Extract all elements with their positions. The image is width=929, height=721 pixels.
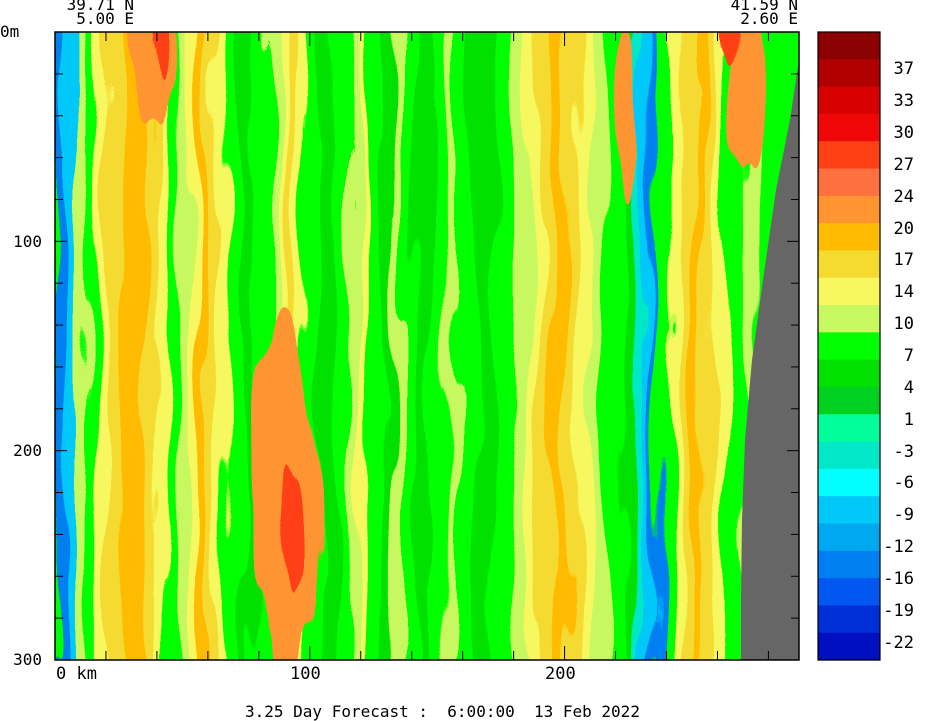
start-lon-label: 5.00 E — [76, 9, 134, 28]
colorbar-swatch — [818, 332, 880, 361]
colorbar-label: 27 — [893, 154, 914, 175]
colorbar-swatch — [818, 59, 880, 88]
y-tick-label: 200 — [13, 441, 42, 460]
x-axis — [54, 32, 769, 660]
colorbar-label: 1 — [903, 409, 914, 430]
colorbar-label: -3 — [893, 441, 914, 462]
colorbar-swatch — [818, 359, 880, 388]
y-tick-label: 300 — [13, 650, 42, 669]
colorbar-label: 10 — [893, 314, 914, 335]
colorbar-swatch — [818, 277, 880, 306]
colorbar-swatch — [818, 86, 880, 115]
colorbar-label: -16 — [883, 568, 914, 589]
colorbar-swatch — [818, 223, 880, 252]
end-lon-label: 2.60 E — [740, 9, 798, 28]
colorbar-swatch — [818, 195, 880, 224]
colorbar-swatch — [818, 578, 880, 606]
colorbar-swatch — [818, 168, 880, 197]
colorbar-swatch — [818, 632, 880, 661]
colorbar-swatch — [818, 386, 880, 415]
colorbar-label: 33 — [893, 91, 914, 112]
colorbar-label: -22 — [883, 632, 914, 653]
colorbar-swatch — [818, 550, 880, 579]
colorbar-swatch — [818, 523, 880, 552]
colorbar-label: 37 — [893, 59, 914, 80]
forecast-caption: 3.25 Day Forecast : 6:00:00 13 Feb 2022 — [245, 702, 640, 721]
y-tick-label: 0m — [0, 22, 20, 41]
colorbar-label: -6 — [893, 473, 914, 494]
land-mask — [741, 60, 799, 660]
colorbar — [817, 31, 881, 661]
colorbar-label: 17 — [893, 250, 914, 271]
colorbar-swatch — [818, 441, 880, 470]
x-tick-label: 200 — [545, 664, 576, 684]
end-lat-label: 41.59 N — [730, 0, 798, 14]
colorbar-swatch — [818, 113, 880, 142]
y-tick-label: 100 — [13, 232, 42, 251]
colorbar-swatch — [818, 305, 880, 333]
colorbar-label: 14 — [893, 282, 914, 303]
colorbar-swatch — [818, 414, 880, 443]
x-tick-label: 0 km — [56, 664, 97, 684]
colorbar-swatch — [818, 32, 880, 60]
colorbar-swatch — [818, 496, 880, 525]
colorbar-swatch — [818, 141, 880, 170]
start-lat-label: 39.71 N — [66, 0, 134, 14]
colorbar-label: 30 — [893, 122, 914, 143]
colorbar-label: -19 — [883, 600, 914, 621]
y-axis — [55, 31, 799, 661]
x-tick-label: 100 — [290, 664, 321, 684]
colorbar-swatch — [818, 605, 880, 634]
colorbar-label: 7 — [903, 345, 914, 366]
colorbar-swatch — [818, 468, 880, 497]
colorbar-label: -9 — [893, 505, 914, 526]
plot-frame — [54, 31, 800, 661]
colorbar-label: 20 — [893, 218, 914, 239]
colorbar-label: 4 — [903, 377, 914, 398]
colorbar-label: -12 — [883, 537, 914, 558]
colorbar-label: 24 — [893, 186, 914, 207]
temperature-field — [55, 32, 799, 660]
colorbar-swatch — [818, 250, 880, 279]
